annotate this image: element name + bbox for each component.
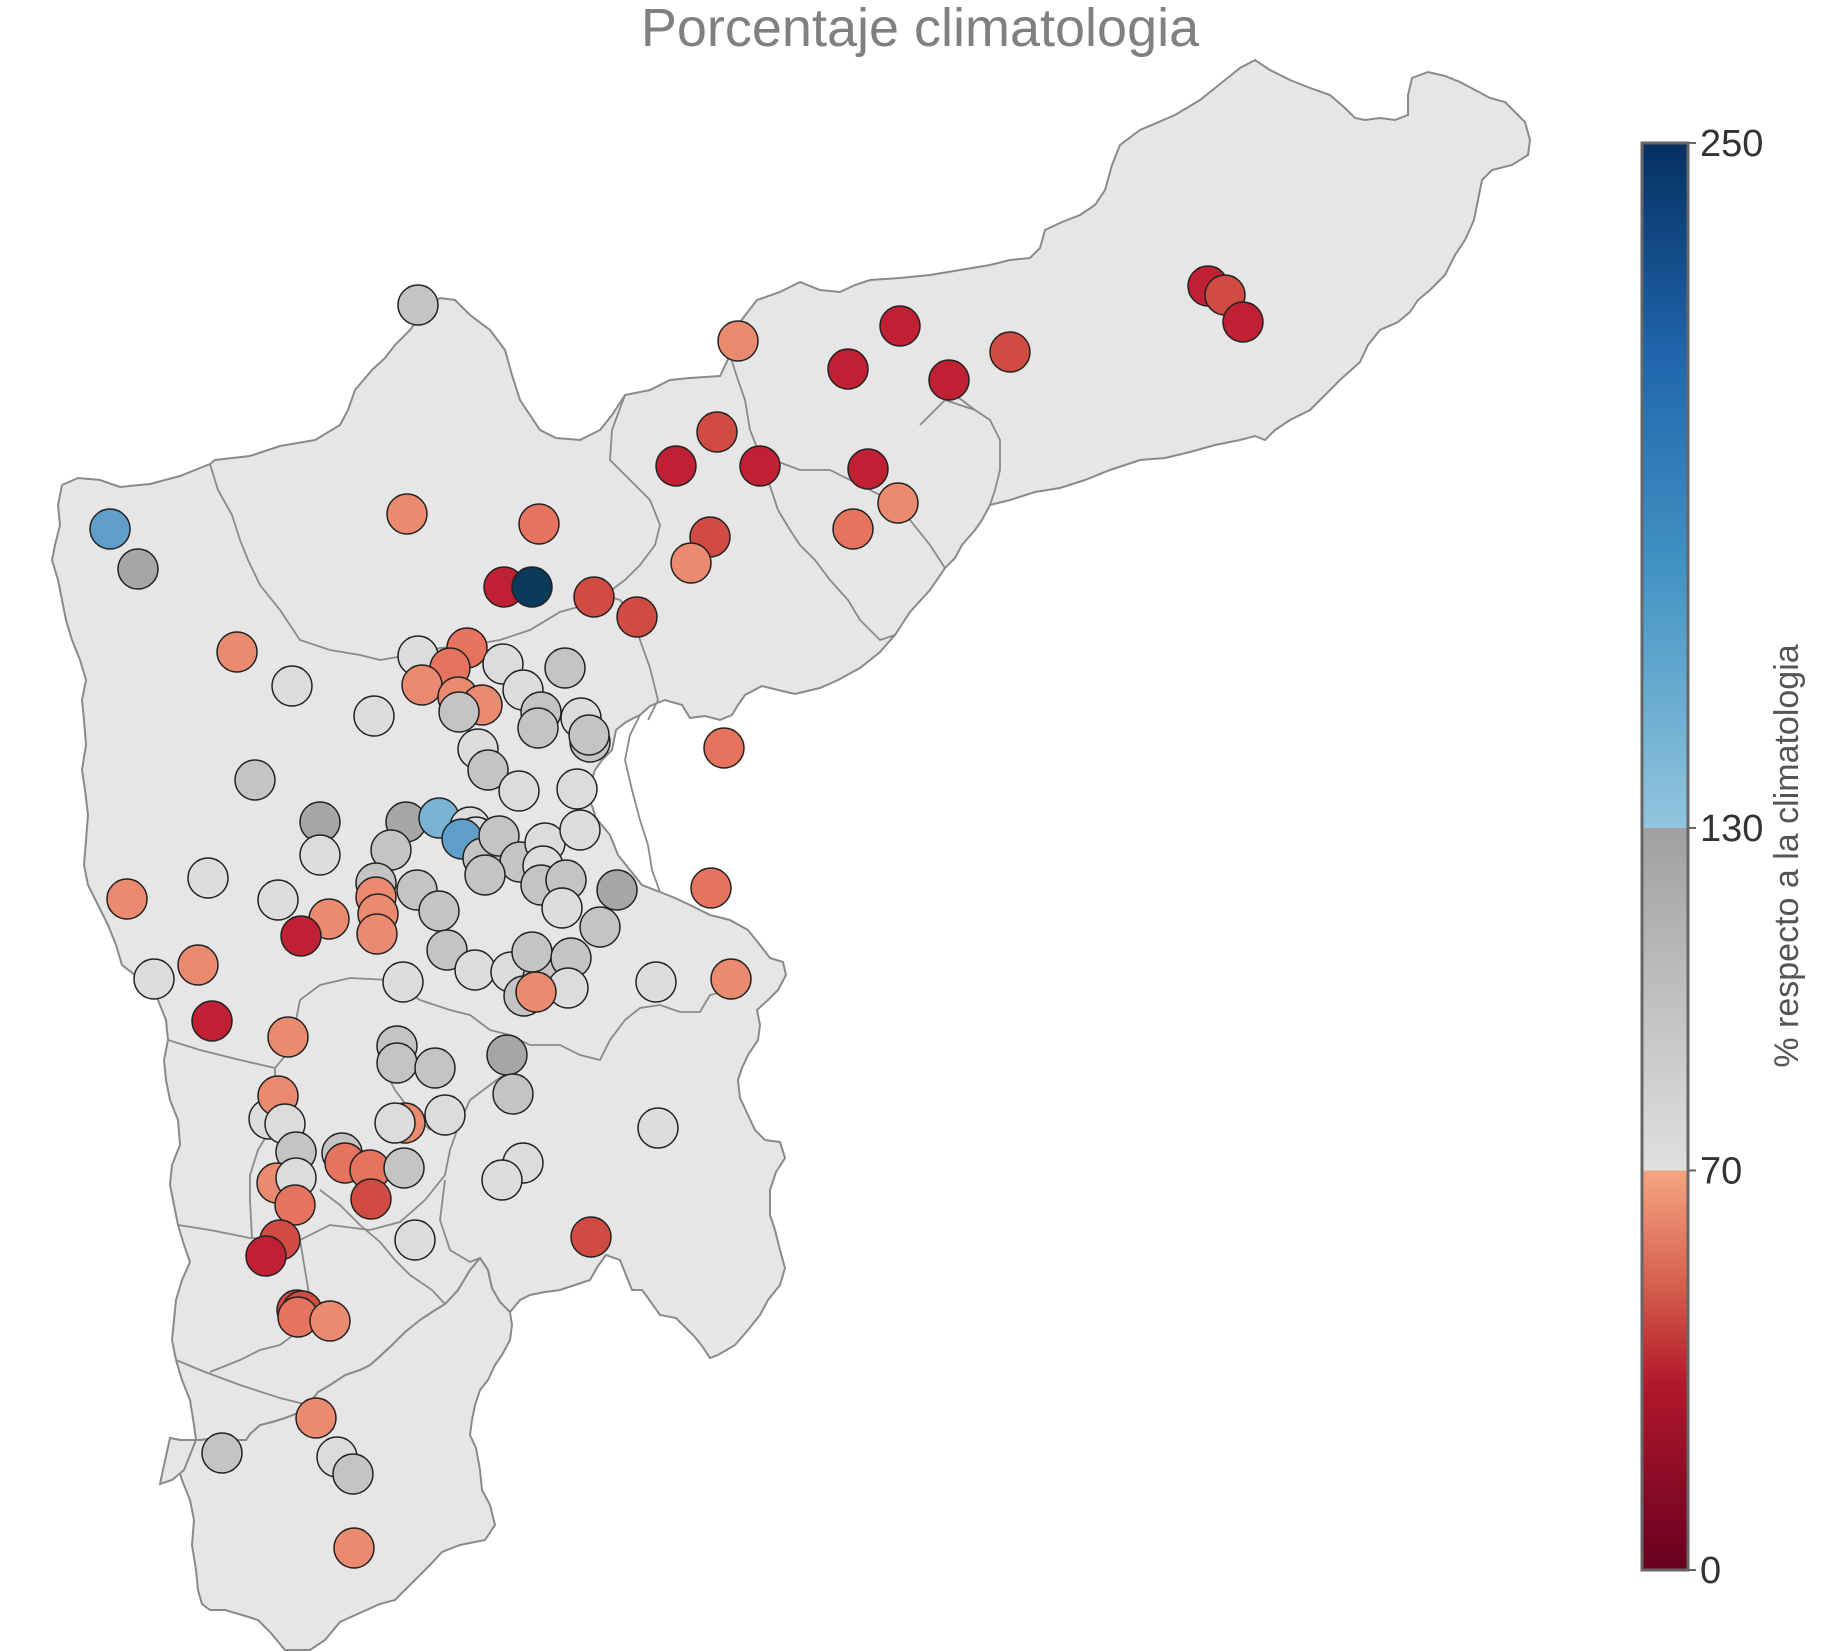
station-marker <box>414 1047 456 1089</box>
station-marker <box>655 445 697 487</box>
station-marker <box>481 1159 523 1201</box>
station-marker <box>401 664 443 706</box>
station-marker <box>989 331 1031 373</box>
station-marker <box>670 542 712 584</box>
station-marker <box>353 695 395 737</box>
station-marker <box>257 879 299 921</box>
colorbar-tick-label: 250 <box>1700 123 1763 165</box>
station-marker <box>309 1300 351 1342</box>
station-marker <box>541 887 583 929</box>
station-marker <box>245 1235 287 1277</box>
station-marker <box>739 445 781 487</box>
station-marker <box>511 566 553 608</box>
station-marker <box>333 1527 375 1569</box>
station-marker <box>299 834 341 876</box>
station-marker <box>515 971 557 1013</box>
station-marker <box>544 647 586 689</box>
station-marker <box>518 503 560 545</box>
station-marker <box>568 714 610 756</box>
station-marker <box>464 854 506 896</box>
station-marker <box>187 857 229 899</box>
station-marker <box>274 1184 316 1226</box>
station-marker <box>332 1453 374 1495</box>
colorbar: 0 70 130 250 % respecto a la climatologia <box>1640 123 1806 1592</box>
station-marker <box>827 348 869 390</box>
station-marker <box>703 727 745 769</box>
station-marker <box>492 1073 534 1115</box>
station-marker <box>267 1016 309 1058</box>
station-marker <box>832 508 874 550</box>
station-marker <box>106 878 148 920</box>
station-marker <box>418 890 460 932</box>
station-marker <box>133 958 175 1000</box>
station-marker <box>454 949 496 991</box>
station-marker <box>877 482 919 524</box>
station-marker <box>177 944 219 986</box>
station-marker <box>383 1147 425 1189</box>
station-marker <box>710 958 752 1000</box>
station-marker <box>573 576 615 618</box>
station-markers <box>89 265 1264 1569</box>
station-marker <box>517 707 559 749</box>
station-marker <box>928 359 970 401</box>
station-marker <box>498 770 540 812</box>
station-marker <box>1222 301 1264 343</box>
station-marker <box>382 961 424 1003</box>
station-marker <box>879 305 921 347</box>
station-marker <box>635 961 677 1003</box>
station-marker <box>280 915 322 957</box>
station-marker <box>438 691 480 733</box>
station-marker <box>191 1000 233 1042</box>
station-marker <box>637 1107 679 1149</box>
station-marker <box>89 508 131 550</box>
station-marker <box>696 411 738 453</box>
station-marker <box>271 665 313 707</box>
station-marker <box>424 1094 466 1136</box>
station-marker <box>295 1397 337 1439</box>
station-marker <box>511 931 553 973</box>
station-marker <box>201 1432 243 1474</box>
station-marker <box>690 867 732 909</box>
station-marker <box>397 284 439 326</box>
station-marker <box>467 749 509 791</box>
station-marker <box>570 1216 612 1258</box>
station-marker <box>394 1219 436 1261</box>
station-marker <box>579 906 621 948</box>
station-marker <box>386 493 428 535</box>
station-marker <box>556 768 598 810</box>
station-marker <box>616 596 658 638</box>
station-marker <box>559 809 601 851</box>
station-marker <box>374 1102 416 1144</box>
colorbar-tick-label: 130 <box>1700 808 1763 850</box>
station-marker <box>356 913 398 955</box>
station-marker <box>117 548 159 590</box>
colorbar-gradient <box>1640 141 1690 1572</box>
station-marker <box>847 448 889 490</box>
station-marker <box>234 759 276 801</box>
map-title: Porcentaje climatologia <box>640 0 1200 58</box>
colorbar-tick-label: 0 <box>1700 1550 1721 1592</box>
station-marker <box>350 1178 392 1220</box>
station-marker <box>376 1042 418 1084</box>
station-marker <box>486 1034 528 1076</box>
colorbar-label: % respecto a la climatologia <box>1768 644 1806 1067</box>
station-marker <box>596 869 638 911</box>
station-marker <box>717 320 759 362</box>
station-marker <box>216 631 258 673</box>
colorbar-tick-label: 70 <box>1700 1150 1742 1192</box>
